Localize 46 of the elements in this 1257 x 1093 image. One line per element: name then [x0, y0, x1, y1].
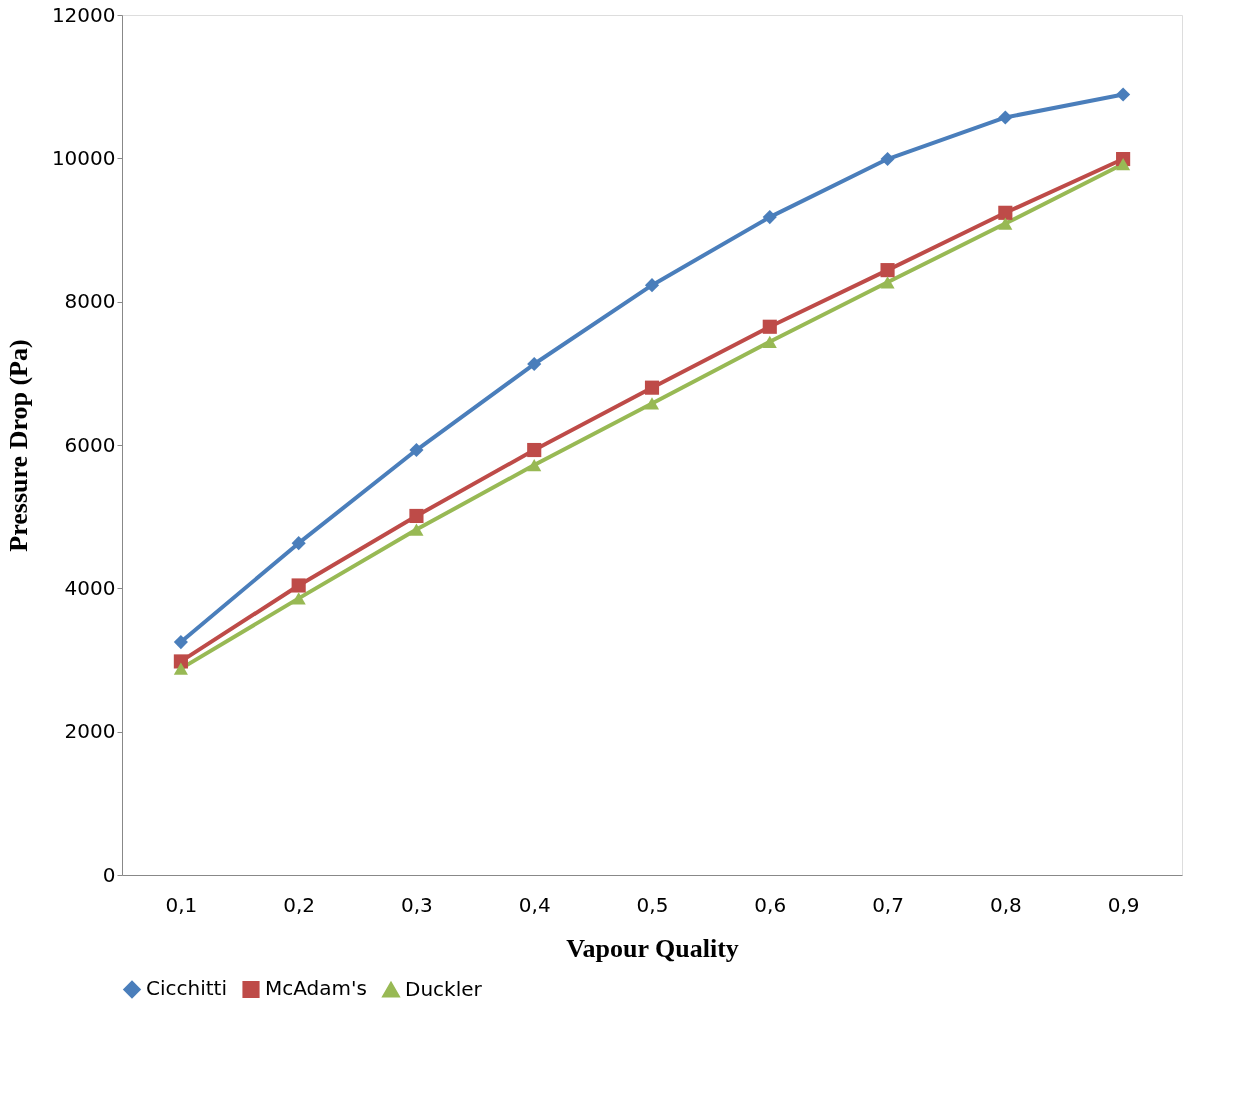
x-tick-label: 0,6 [754, 892, 787, 917]
y-tick-label: 2000 [64, 719, 116, 744]
x-tick-label: 0,5 [636, 892, 669, 917]
point [291, 592, 306, 605]
x-tick-label: 0,8 [989, 892, 1022, 917]
point [880, 151, 895, 167]
legend-label: Duckler [405, 976, 483, 1001]
point [291, 536, 306, 551]
point [998, 110, 1013, 125]
point [1116, 157, 1131, 171]
point [762, 210, 777, 225]
point [173, 662, 188, 675]
x-tick-label: 0,4 [518, 892, 551, 917]
point [762, 335, 777, 348]
y-axis-title: Pressure Drop (Pa) [3, 339, 33, 552]
point [527, 458, 542, 472]
point [762, 319, 777, 334]
point [409, 523, 424, 536]
point [644, 278, 660, 293]
x-tick-label: 0,9 [1107, 892, 1140, 917]
legend-label: Cicchitti [146, 976, 227, 1001]
point [527, 356, 542, 372]
x-tick-label: 0,2 [283, 892, 316, 917]
point [291, 578, 306, 593]
point [173, 635, 188, 650]
point [880, 276, 895, 289]
point [527, 442, 542, 458]
point [880, 263, 895, 278]
x-tick-label: 0,7 [872, 892, 904, 917]
y-tick-label: 0 [102, 862, 116, 887]
legend-label: McAdam's [265, 976, 367, 1001]
point [998, 205, 1013, 220]
y-tick-label: 8000 [64, 289, 116, 314]
point [644, 397, 660, 410]
point [644, 380, 660, 395]
y-tick-label: 4000 [64, 575, 116, 600]
x-tick-label: 0,1 [165, 892, 198, 917]
y-tick-label: 6000 [64, 432, 116, 457]
point [409, 442, 424, 458]
y-tick-label: 12000 [51, 2, 116, 27]
point [998, 217, 1013, 230]
point [409, 508, 424, 524]
x-tick-label: 0,3 [401, 892, 433, 917]
y-tick-label: 10000 [51, 145, 116, 170]
x-axis-title: Vapour Quality [566, 933, 739, 963]
point [1116, 87, 1131, 102]
